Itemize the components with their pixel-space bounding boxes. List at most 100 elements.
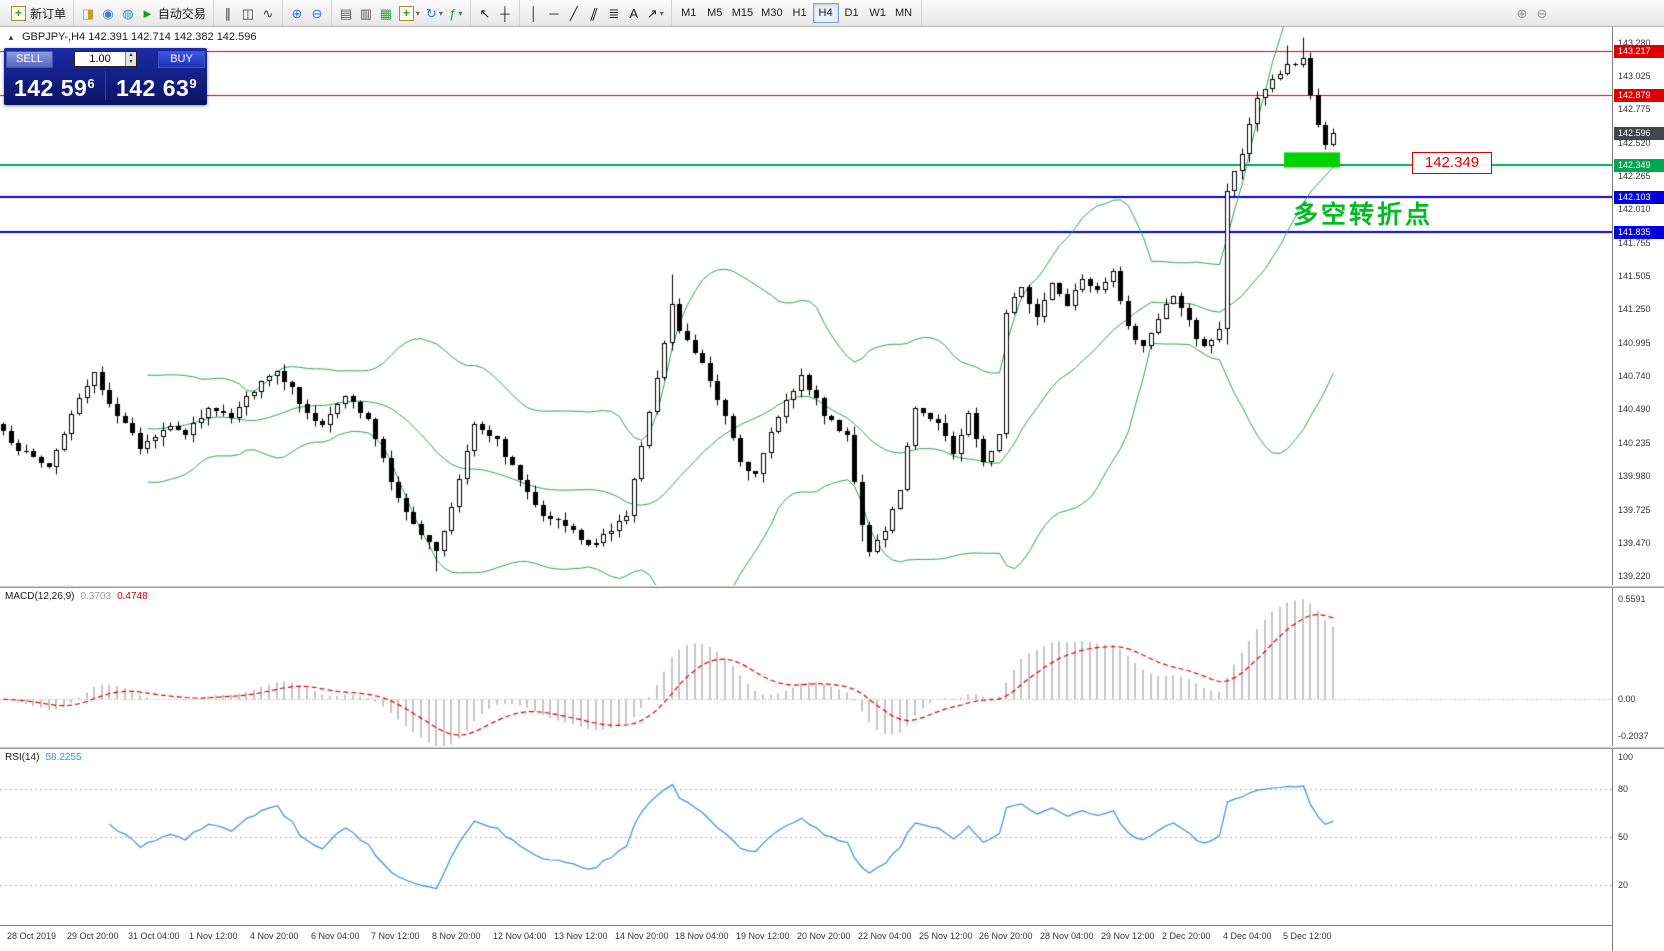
chevron-down-icon: ▾ [659, 8, 664, 18]
market-watch-button[interactable]: ◉ [98, 2, 118, 24]
price-tick: 143.280 [1618, 37, 1651, 48]
price-tick: 139.980 [1618, 471, 1651, 482]
spin-down-icon[interactable]: ▾ [129, 59, 133, 65]
toolbar: + 新订单 ◨ ◉ ◍ ► 自动交易 ∥ ◫ ∿ ⊕ ⊖ ▤ ▥ ▦ + ▾ ↻ ▾ ƒ ▾ ↖ ┼ │ ─ ╱ ∥ ≣ A ↗ ▾ M1 M5… [0, 0, 1664, 27]
timeframe-h1-button[interactable]: H1 [787, 3, 813, 23]
charts-toggle-button[interactable]: ◨ [78, 2, 98, 24]
price-tick: 139.725 [1618, 504, 1651, 515]
window-group: ▤ ▥ ▦ + ▾ ↻ ▾ ƒ ▾ [332, 0, 471, 26]
candlestick-chart-button[interactable]: ◫ [238, 2, 258, 24]
spin-up-icon[interactable]: ▴ [129, 52, 133, 58]
chart-zoom-out-button[interactable]: ⊖ [1532, 2, 1552, 24]
zoom-in-button[interactable]: ⊕ [287, 2, 307, 24]
cascade-windows-button[interactable]: ▥ [356, 2, 376, 24]
text-icon: A [629, 5, 639, 21]
market-watch-icon: ◉ [102, 5, 114, 21]
price-tick: 142.265 [1618, 171, 1651, 182]
arrange-windows-button[interactable]: ▦ [376, 2, 396, 24]
candlestick-chart-icon: ◫ [241, 5, 255, 21]
bar-chart-button[interactable]: ∥ [218, 2, 238, 24]
buy-price[interactable]: 142 639 [106, 69, 207, 102]
time-axis[interactable]: 28 Oct 2019 29 Oct 20:00 31 Oct 04:00 1 Nov… [0, 925, 1612, 951]
new-order-button[interactable]: + 新订单 [8, 2, 69, 24]
new-chart-button[interactable]: + ▾ [396, 2, 423, 24]
panel-splitter[interactable] [0, 585, 1664, 588]
sell-price[interactable]: 142 596 [4, 69, 105, 102]
text-button[interactable]: A [624, 2, 644, 24]
rsi-chart-canvas[interactable] [0, 749, 1612, 925]
indicators-button[interactable]: ƒ ▾ [446, 2, 466, 24]
zoom-out-icon: ⊖ [311, 5, 323, 21]
auto-trading-button-label: 自动交易 [157, 6, 206, 21]
timeframe-m30-button[interactable]: M30 [757, 3, 786, 23]
timeframe-h4-button[interactable]: H4 [812, 3, 839, 23]
panel-splitter[interactable] [0, 746, 1664, 749]
candlestick-chart-canvas[interactable] [0, 27, 1612, 585]
sell-price-pip: 6 [87, 76, 96, 91]
volume-value[interactable]: 1.00 [89, 53, 111, 65]
price-callout-label: 142.349 [1412, 152, 1492, 174]
time-label: 29 Nov 12:00 [1101, 931, 1155, 941]
price-tick: 142.010 [1618, 204, 1651, 215]
buy-price-pip: 9 [189, 76, 198, 91]
macd-tick: 0.5591 [1618, 593, 1646, 604]
channel-icon: ∥ [588, 5, 600, 21]
sell-price-main: 142 59 [13, 75, 88, 101]
time-label: 4 Dec 04:00 [1223, 931, 1272, 941]
price-tick: 141.755 [1618, 237, 1651, 248]
buy-price-main: 142 63 [115, 75, 190, 101]
profiles-button[interactable]: ↻ ▾ [423, 2, 446, 24]
chart-window: ▲ GBPJPY-,H4 142.391 142.714 142.382 142… [0, 27, 1664, 951]
rsi-label: RSI(14) 58.2255 [5, 752, 82, 763]
time-label: 1 Nov 12:00 [189, 931, 238, 941]
trade-prices: 142 596 142 639 [4, 69, 207, 102]
buy-button[interactable]: BUY [158, 50, 205, 68]
timeframe-m5-button[interactable]: M5 [702, 3, 728, 23]
fibonacci-icon: ≣ [608, 5, 620, 21]
view-group: ◨ ◉ ◍ ► 自动交易 [74, 0, 214, 26]
chart-zoom-in-button[interactable]: ⊕ [1512, 2, 1532, 24]
fibonacci-button[interactable]: ≣ [604, 2, 624, 24]
horizontal-line-button[interactable]: ─ [544, 2, 564, 24]
symbol-marker-icon: ▲ [7, 33, 15, 42]
price-tick: 140.490 [1618, 404, 1651, 415]
price-tick: 139.220 [1618, 570, 1651, 581]
rsi-pane[interactable]: RSI(14) 58.2255 [0, 749, 1612, 925]
chart-ohlc-values: 142.391 142.714 142.382 142.596 [88, 31, 257, 43]
macd-pane[interactable]: MACD(12,26,9) 0.3703 0.4748 [0, 588, 1612, 746]
crosshair-button[interactable]: ┼ [495, 2, 515, 24]
time-label: 28 Oct 2019 [7, 931, 57, 941]
sell-button[interactable]: SELL [6, 50, 53, 68]
timeframe-d1-button[interactable]: D1 [839, 3, 865, 23]
vertical-line-icon: │ [529, 5, 538, 21]
cascade-windows-icon: ▥ [359, 5, 373, 21]
toolbar-right-group: ⊕ ⊖ [1512, 2, 1552, 24]
price-tick: 143.025 [1618, 71, 1651, 82]
vertical-line-button[interactable]: │ [524, 2, 544, 24]
timeframe-w1-button[interactable]: W1 [865, 3, 891, 23]
tile-windows-button[interactable]: ▤ [336, 2, 356, 24]
data-window-icon: ◍ [122, 5, 134, 21]
shapes-button[interactable]: ↗ ▾ [644, 2, 667, 24]
new-order-button-label: 新订单 [30, 6, 67, 21]
timeframe-m15-button[interactable]: M15 [728, 3, 757, 23]
price-tag: 143.217 [1614, 45, 1664, 59]
macd-label: MACD(12,26,9) 0.3703 0.4748 [5, 591, 148, 602]
price-tick: 142.520 [1618, 137, 1651, 148]
chart-mode-group: ∥ ◫ ∿ [214, 0, 283, 26]
volume-spinner[interactable]: ▴ ▾ [125, 52, 136, 66]
timeframe-m1-button[interactable]: M1 [676, 3, 702, 23]
price-chart-pane[interactable]: ▲ GBPJPY-,H4 142.391 142.714 142.382 142… [0, 27, 1612, 585]
auto-trading-button[interactable]: ► 自动交易 [138, 2, 209, 24]
price-axis[interactable]: 143.280 143.025 142.775 142.520 142.265 142.0… [1612, 27, 1664, 951]
channel-button[interactable]: ∥ [584, 2, 604, 24]
rsi-tick: 100 [1618, 752, 1634, 762]
macd-chart-canvas[interactable] [0, 588, 1612, 746]
cursor-button[interactable]: ↖ [475, 2, 495, 24]
data-window-button[interactable]: ◍ [118, 2, 138, 24]
time-label: 13 Nov 12:00 [554, 931, 608, 941]
trendline-button[interactable]: ╱ [564, 2, 584, 24]
line-chart-button[interactable]: ∿ [258, 2, 278, 24]
zoom-out-button[interactable]: ⊖ [307, 2, 327, 24]
timeframe-mn-button[interactable]: MN [891, 3, 917, 23]
